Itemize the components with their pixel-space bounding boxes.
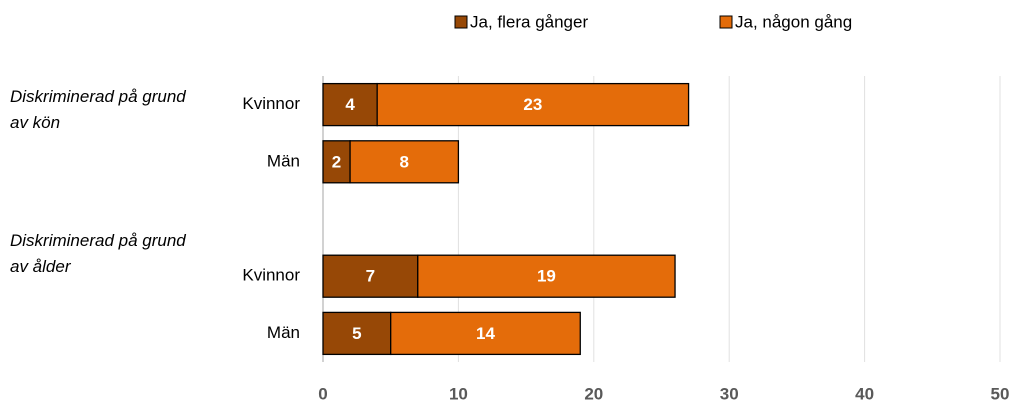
x-tick-label: 40 <box>855 384 874 403</box>
y-tick-label: Män <box>267 151 300 170</box>
y-tick-label: Kvinnor <box>242 94 300 113</box>
bar-segment <box>349 140 460 184</box>
x-tick-label: 0 <box>318 384 327 403</box>
data-label: 4 <box>345 95 355 114</box>
data-label: 23 <box>523 95 542 114</box>
data-label: 14 <box>476 324 495 343</box>
group-label: Diskriminerad på grund av kön <box>10 87 186 132</box>
bar-segment <box>322 311 392 356</box>
bar-segment <box>376 82 690 127</box>
legend-swatch <box>454 15 468 29</box>
data-label: 19 <box>537 267 556 286</box>
x-tick-label: 50 <box>991 384 1010 403</box>
legend-label: Ja, flera gånger <box>470 12 588 31</box>
data-label: 7 <box>366 267 375 286</box>
bar-segment <box>417 254 676 298</box>
data-label: 5 <box>352 324 361 343</box>
bar-segment <box>390 311 581 356</box>
bar-segment <box>322 254 419 298</box>
legend-swatch <box>719 15 733 29</box>
x-tick-label: 30 <box>720 384 739 403</box>
x-tick-label: 20 <box>584 384 603 403</box>
bar-segment <box>322 82 378 127</box>
y-tick-label: Män <box>267 323 300 342</box>
data-label: 8 <box>400 152 409 171</box>
data-label: 2 <box>332 152 341 171</box>
x-tick-label: 10 <box>449 384 468 403</box>
legend-label: Ja, någon gång <box>735 12 852 31</box>
y-tick-label: Kvinnor <box>242 266 300 285</box>
group-label: Diskriminerad på grund av ålder <box>10 231 186 276</box>
